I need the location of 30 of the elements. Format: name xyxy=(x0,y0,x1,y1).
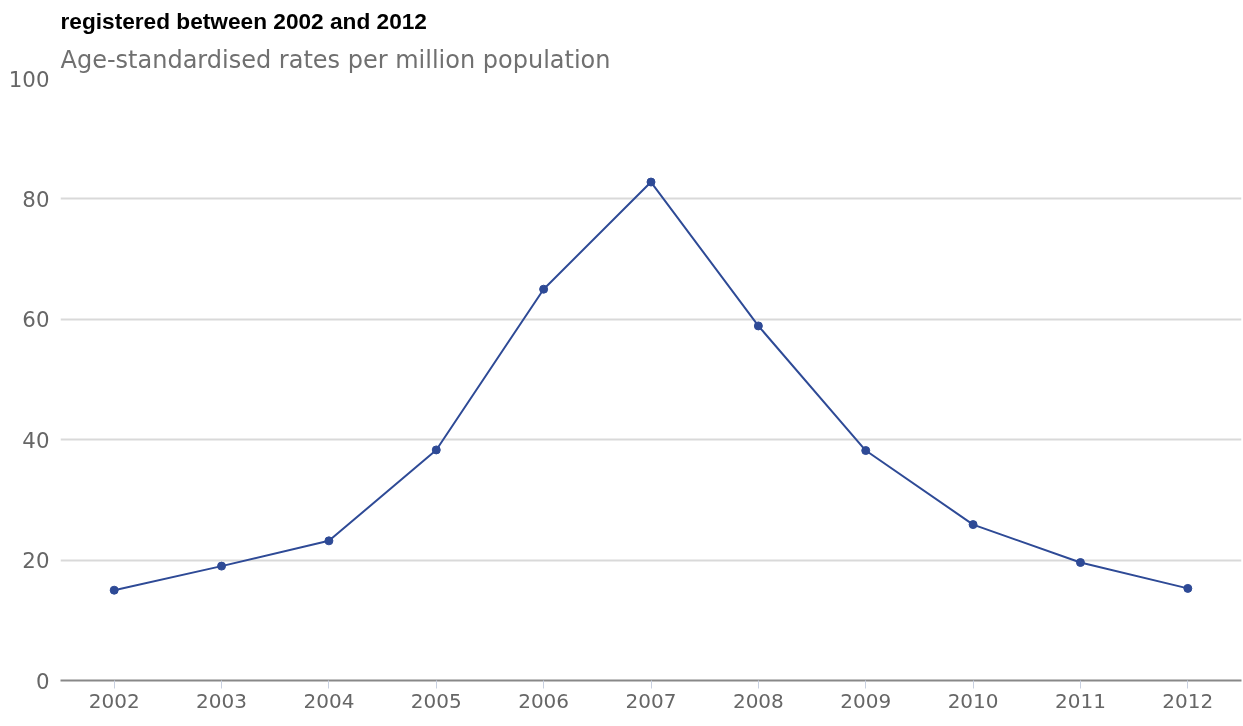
x-tick-label: 2007 xyxy=(625,688,677,713)
x-tick-label: 2004 xyxy=(303,688,355,713)
point xyxy=(1183,583,1193,593)
x-tick-label: 2008 xyxy=(732,688,784,713)
point xyxy=(109,585,119,595)
x-tick-label: 2002 xyxy=(88,688,140,713)
x-tick-label: 2010 xyxy=(947,688,999,713)
chart-subtitle: Age-standardised rates per million population xyxy=(60,45,611,74)
y-tick-label: 60 xyxy=(22,307,50,333)
point xyxy=(539,284,549,294)
x-tick-label: 2006 xyxy=(518,688,570,713)
y-tick-label: 80 xyxy=(22,186,50,212)
chart-title: registered between 2002 and 2012 xyxy=(60,7,427,34)
point xyxy=(1075,558,1085,567)
x-tick-label: 2012 xyxy=(1162,688,1214,713)
point xyxy=(646,177,656,187)
x-tick-label: 2005 xyxy=(410,688,462,713)
point xyxy=(753,321,763,331)
y-tick-label: 100 xyxy=(8,66,50,92)
y-tick-label: 0 xyxy=(35,668,50,694)
x-tick-label: 2009 xyxy=(840,688,892,713)
point xyxy=(431,445,441,455)
y-tick-label: 20 xyxy=(22,548,50,574)
point xyxy=(968,520,978,530)
y-tick-label: 40 xyxy=(22,427,50,453)
point xyxy=(217,561,227,571)
x-tick-label: 2011 xyxy=(1055,688,1106,713)
point xyxy=(324,536,334,546)
point xyxy=(861,446,871,456)
x-tick-label: 2003 xyxy=(196,688,247,713)
